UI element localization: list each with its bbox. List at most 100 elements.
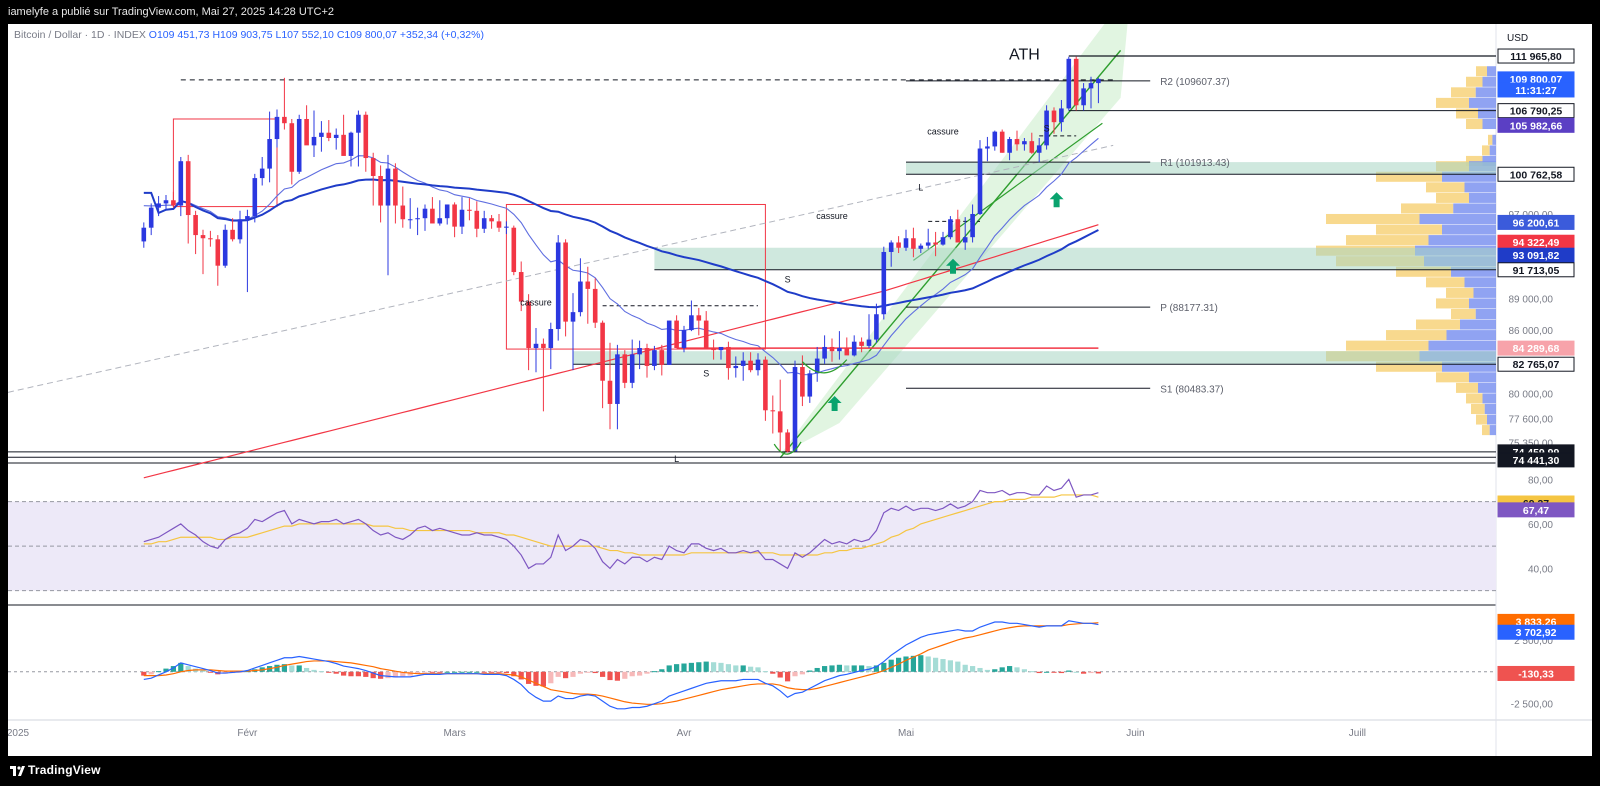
- candle-body: [800, 367, 805, 397]
- candle-body: [777, 411, 783, 433]
- candle-body: [282, 116, 287, 124]
- trend-channel: [780, 24, 1128, 455]
- candle-body: [1029, 141, 1035, 153]
- price-badge-bg: [1497, 166, 1575, 182]
- volume-profile-bar: [1453, 203, 1496, 214]
- macd-histogram-bar: [644, 671, 650, 674]
- macd-histogram-bar: [355, 671, 361, 677]
- macd-histogram-bar: [659, 669, 665, 672]
- macd-histogram-bar: [1088, 671, 1094, 674]
- candle-body: [822, 346, 827, 359]
- volume-profile-bar: [1464, 182, 1496, 193]
- candle-body: [637, 348, 642, 355]
- candle-body: [1007, 139, 1012, 153]
- time-tick-label: Juin: [1126, 728, 1144, 739]
- footer-bar: TradingView: [0, 756, 1600, 786]
- macd-histogram-bar: [555, 671, 561, 677]
- macd-histogram-bar: [311, 669, 317, 672]
- volume-profile-bar: [1488, 134, 1493, 145]
- candle-body: [341, 134, 346, 156]
- pivot-label: P (88177.31): [1160, 303, 1218, 314]
- macd-histogram-bar: [933, 657, 939, 672]
- volume-profile-bar: [1492, 134, 1496, 145]
- support-zone: [654, 247, 1496, 270]
- long-trend-line: [8, 144, 1114, 393]
- macd-histogram-bar: [822, 666, 828, 672]
- chart-canvas[interactable]: R2 (109607.37) R1 (101913.43) P (88177.31)…: [8, 24, 1592, 756]
- macd-histogram-bar: [1036, 671, 1042, 674]
- macd-histogram-bar: [984, 669, 990, 672]
- published-text: iamelyfe a publié sur TradingView.com, M…: [8, 6, 335, 18]
- macd-histogram-bar: [452, 671, 458, 673]
- macd-histogram-bar: [970, 666, 976, 672]
- chart-frame[interactable]: R2 (109607.37) R1 (101913.43) P (88177.31)…: [8, 24, 1592, 756]
- volume-profile-bar: [1476, 414, 1487, 425]
- macd-histogram-bar: [496, 671, 502, 673]
- macd-histogram-bar: [577, 671, 583, 674]
- up-arrow-icon: [1049, 192, 1064, 208]
- macd-histogram-bar: [1058, 671, 1064, 674]
- price-badge: 84 289,68: [1513, 343, 1560, 355]
- volume-profile-bar: [1469, 298, 1496, 309]
- macd-histogram-bar: [696, 662, 702, 672]
- macd-histogram-bar: [289, 665, 295, 672]
- candle-body: [607, 380, 613, 404]
- candle-body: [563, 242, 568, 322]
- range-box: [505, 203, 766, 350]
- candle-body: [296, 118, 302, 172]
- macd-histogram-bar: [836, 664, 842, 672]
- candle-body: [1014, 139, 1020, 145]
- macd-signal-line: [143, 622, 1099, 705]
- macd-histogram-bar: [947, 660, 953, 672]
- macd-histogram-bar: [466, 671, 472, 673]
- candle-body: [652, 350, 657, 366]
- macd-histogram-bar: [592, 671, 598, 674]
- candle-body: [481, 218, 487, 229]
- macd-histogram-bar: [859, 665, 865, 672]
- published-header: iamelyfe a publié sur TradingView.com, M…: [0, 0, 1600, 24]
- macd-histogram-bar: [1029, 671, 1035, 673]
- price-badge: 106 790,25: [1510, 106, 1563, 118]
- macd-histogram-bar: [585, 671, 591, 673]
- rsi-badge: 67,47: [1523, 505, 1549, 517]
- macd-tick-label: 2 500,00: [1514, 636, 1553, 647]
- pivot-label: R1 (101913.43): [1160, 158, 1230, 169]
- candle-body: [148, 207, 154, 228]
- macd-histogram-bar: [422, 671, 428, 673]
- macd-histogram-bar: [651, 671, 657, 673]
- volume-profile-bar: [1376, 361, 1442, 372]
- candle-body: [1096, 78, 1101, 84]
- candle-body: [585, 281, 591, 289]
- candle-body: [1081, 88, 1086, 106]
- macd-histogram-bar: [785, 671, 791, 682]
- volume-profile-bar: [1346, 235, 1429, 246]
- candle-body: [925, 242, 931, 246]
- macd-histogram-bar: [385, 671, 391, 679]
- macd-histogram-bar: [622, 671, 628, 679]
- candle-body: [452, 204, 457, 227]
- open-value: O109 451,73: [148, 29, 210, 41]
- macd-histogram-bar: [163, 668, 169, 672]
- candle-body: [837, 348, 842, 352]
- macd-histogram-bar: [526, 671, 532, 684]
- price-badge: 111 965,80: [1510, 51, 1562, 63]
- chart-annotation: cassure: [520, 298, 552, 308]
- volume-profile-bar: [1482, 145, 1490, 156]
- bottom-curve: [773, 441, 802, 455]
- macd-histogram-bar: [318, 671, 324, 673]
- time-tick-label: Mars: [443, 728, 465, 739]
- candle-body: [370, 158, 376, 176]
- macd-histogram-bar: [762, 671, 768, 673]
- pivot-label: S1 (80483.37): [1160, 384, 1223, 395]
- candle-body: [1059, 108, 1064, 123]
- macd-histogram-bar: [607, 671, 613, 681]
- time-tick-label: Juill: [1349, 728, 1366, 739]
- candle-body: [415, 218, 420, 220]
- candle-body: [230, 229, 235, 240]
- ma-long-line: [143, 224, 1099, 479]
- pivot-label: R2 (109607.37): [1160, 77, 1230, 88]
- macd-histogram-bar: [666, 665, 672, 672]
- candle-body: [526, 301, 531, 349]
- macd-histogram-bar: [777, 671, 783, 678]
- candle-body: [740, 360, 746, 366]
